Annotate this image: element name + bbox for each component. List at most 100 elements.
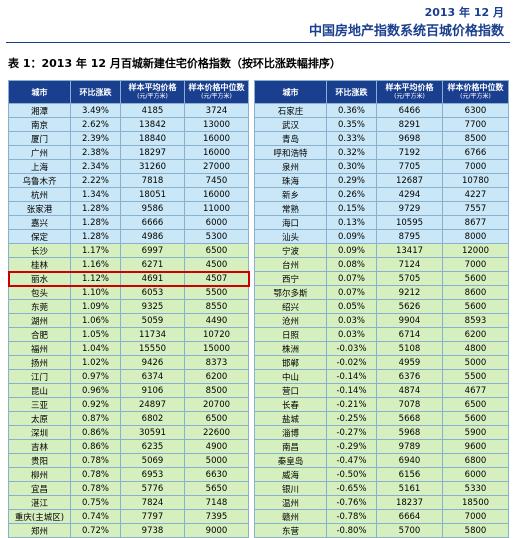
cell: 1.02% xyxy=(70,355,121,370)
data-row: 嘉兴 1.28% 6666 6000 xyxy=(8,215,249,230)
cell: -0.76% xyxy=(326,495,377,510)
cell: 0.26% xyxy=(326,187,377,202)
cell: 16000 xyxy=(184,187,249,202)
cell: 0.09% xyxy=(326,229,377,244)
cell: 27000 xyxy=(184,159,249,174)
data-row: 杭州 1.34% 18051 16000 xyxy=(8,187,249,202)
column-header: 样本平均价格 (元/平方米) xyxy=(120,80,185,104)
table-right: 城市 环比涨跌 样本平均价格 (元/平方米) 样本价格中位数 (元/平方米) 石家庄 0.36… xyxy=(254,80,509,538)
cell: 3724 xyxy=(184,103,249,118)
cell: -0.03% xyxy=(326,341,377,356)
cell: 8795 xyxy=(376,229,443,244)
cell: 9325 xyxy=(120,299,185,314)
cell: 1.28% xyxy=(70,229,121,244)
cell: 6235 xyxy=(120,439,185,454)
cell: 宁波 xyxy=(254,243,327,258)
data-row: 威海 -0.50% 6156 6000 xyxy=(254,467,509,482)
cell: 6500 xyxy=(184,243,249,258)
cell: 保定 xyxy=(8,229,71,244)
cell: 5600 xyxy=(442,299,509,314)
data-row: 株洲 -0.03% 5108 4800 xyxy=(254,341,509,356)
cell: 5800 xyxy=(442,523,509,538)
data-row: 珠海 0.29% 12687 10780 xyxy=(254,173,509,188)
cell: 1.05% xyxy=(70,327,121,342)
cell: 18840 xyxy=(120,131,185,146)
data-row: 泉州 0.30% 7705 7000 xyxy=(254,159,509,174)
cell: 0.78% xyxy=(70,481,121,496)
cell: 绍兴 xyxy=(254,299,327,314)
cell: 10595 xyxy=(376,215,443,230)
cell: 4185 xyxy=(120,103,185,118)
table-caption: 表 1：2013 年 12 月百城新建住宅价格指数（按环比涨跌幅排序） xyxy=(8,57,341,70)
cell: 广州 xyxy=(8,145,71,160)
cell: 7192 xyxy=(376,145,443,160)
cell: 7395 xyxy=(184,509,249,524)
cell: 4959 xyxy=(376,355,443,370)
cell: 5069 xyxy=(120,453,185,468)
data-row: 长沙 1.17% 6997 6500 xyxy=(8,243,249,258)
cell: 银川 xyxy=(254,481,327,496)
cell: 上海 xyxy=(8,159,71,174)
cell: 7797 xyxy=(120,509,185,524)
cell: 0.92% xyxy=(70,397,121,412)
column-unit: (元/平方米) xyxy=(394,93,425,100)
cell: 7000 xyxy=(442,509,509,524)
cell: 0.13% xyxy=(326,215,377,230)
cell: 0.33% xyxy=(326,131,377,146)
cell: 10780 xyxy=(442,173,509,188)
cell: -0.78% xyxy=(326,509,377,524)
data-row: 绍兴 0.05% 5626 5600 xyxy=(254,299,509,314)
column-name: 环比涨跌 xyxy=(79,87,112,97)
cell: 6997 xyxy=(120,243,185,258)
cell: 桂林 xyxy=(8,257,71,272)
cell: 5161 xyxy=(376,481,443,496)
column-header: 城市 xyxy=(8,80,71,104)
cell: 9698 xyxy=(376,131,443,146)
cell: 5705 xyxy=(376,271,443,286)
cell: 9904 xyxy=(376,313,443,328)
cell: 7450 xyxy=(184,173,249,188)
column-name: 样本平均价格 xyxy=(385,83,434,92)
column-name: 环比涨跌 xyxy=(335,87,368,97)
cell: -0.80% xyxy=(326,523,377,538)
cell: 郑州 xyxy=(8,523,71,538)
data-row: 武汉 0.35% 8291 7700 xyxy=(254,117,509,132)
cell: 4227 xyxy=(442,187,509,202)
cell: 厦门 xyxy=(8,131,71,146)
column-header: 样本价格中位数 (元/平方米) xyxy=(442,80,509,104)
cell: 12000 xyxy=(442,243,509,258)
cell: 16000 xyxy=(184,145,249,160)
cell: 7124 xyxy=(376,257,443,272)
cell: -0.27% xyxy=(326,425,377,440)
cell: -0.14% xyxy=(326,383,377,398)
cell: 深圳 xyxy=(8,425,71,440)
header-row: 城市 环比涨跌 样本平均价格 (元/平方米) 样本价格中位数 (元/平方米) xyxy=(254,80,509,104)
cell: 13842 xyxy=(120,117,185,132)
cell: 0.97% xyxy=(70,369,121,384)
column-header: 城市 xyxy=(254,80,327,104)
data-row: 湛江 0.75% 7824 7148 xyxy=(8,495,249,510)
cell: 2.39% xyxy=(70,131,121,146)
cell: 9106 xyxy=(120,383,185,398)
cell: -0.50% xyxy=(326,467,377,482)
data-row: 沧州 0.03% 9904 8593 xyxy=(254,313,509,328)
data-row: 中山 -0.14% 6376 5500 xyxy=(254,369,509,384)
data-row: 台州 0.08% 7124 7000 xyxy=(254,257,509,272)
data-row: 盐城 -0.25% 5668 5600 xyxy=(254,411,509,426)
cell: -0.25% xyxy=(326,411,377,426)
cell: 5000 xyxy=(442,355,509,370)
cell: 5668 xyxy=(376,411,443,426)
cell: 8500 xyxy=(442,131,509,146)
cell: 0.29% xyxy=(326,173,377,188)
data-row: 丽水 1.12% 4691 4507 xyxy=(8,271,249,286)
cell: 24897 xyxy=(120,397,185,412)
cell: -0.65% xyxy=(326,481,377,496)
cell: 西宁 xyxy=(254,271,327,286)
cell: 宜昌 xyxy=(8,481,71,496)
data-row: 石家庄 0.36% 6466 6300 xyxy=(254,103,509,118)
cell: 31260 xyxy=(120,159,185,174)
cell: 8600 xyxy=(442,285,509,300)
cell: 南昌 xyxy=(254,439,327,454)
column-name: 样本价格中位数 xyxy=(188,83,245,92)
cell: 昆山 xyxy=(8,383,71,398)
